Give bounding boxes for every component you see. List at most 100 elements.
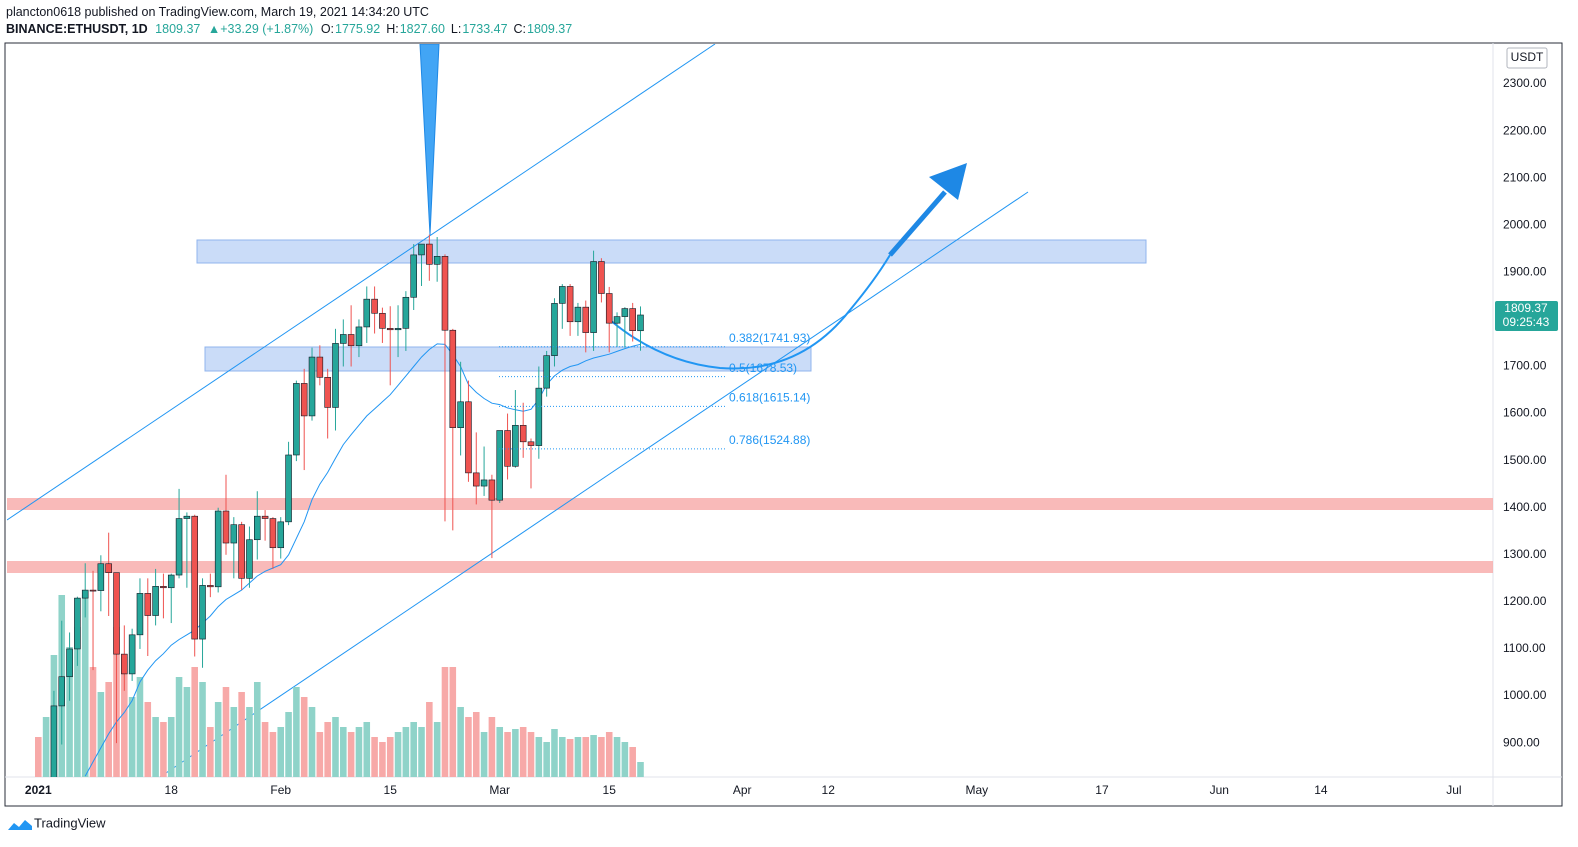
volume-bar — [386, 737, 394, 777]
candle-body — [613, 316, 621, 324]
candle-body — [441, 256, 449, 331]
red-zone — [7, 498, 1493, 510]
candle-body — [207, 585, 214, 588]
x-tick-label: 17 — [1095, 783, 1109, 797]
candle-body — [551, 303, 558, 356]
volume-bar — [332, 717, 339, 777]
spike-marker — [419, 44, 440, 236]
candle-body — [300, 383, 308, 417]
volume-bar — [574, 737, 582, 777]
volume-bar — [42, 717, 50, 777]
x-tick-label: 14 — [1314, 783, 1328, 797]
price-tag-countdown: 09:25:43 — [1503, 315, 1550, 329]
volume-bar — [207, 727, 214, 777]
candle-body — [465, 401, 472, 474]
fib-label: 0.382(1741.93) — [729, 331, 810, 345]
candle-body — [512, 425, 519, 467]
candle-body — [113, 572, 120, 655]
volume-bar — [418, 727, 425, 777]
x-tick-label: 15 — [603, 783, 617, 797]
candle-body — [543, 355, 550, 389]
resistance-zone — [196, 239, 1147, 264]
volume-bar — [613, 737, 621, 777]
candle-body — [285, 454, 292, 523]
candle-body — [277, 521, 285, 549]
x-tick-label: Mar — [489, 783, 510, 797]
volume-bar — [551, 729, 558, 777]
ohlc-value: 1733.47 — [462, 22, 508, 36]
candle-body — [637, 314, 644, 332]
moving-average — [84, 343, 641, 777]
volume-bar — [433, 722, 441, 777]
red-zone — [7, 561, 1493, 573]
volume-bar — [410, 722, 417, 777]
x-tick-label: 12 — [822, 783, 836, 797]
volume-bar — [449, 667, 457, 777]
volume-bar — [128, 697, 136, 777]
candle-body — [535, 387, 543, 446]
candle-body — [128, 634, 136, 675]
currency-box — [1506, 47, 1548, 69]
candle-body — [269, 518, 277, 549]
y-tick-label: 2300.00 — [1503, 76, 1547, 90]
candle-body — [152, 586, 159, 616]
candle-body — [58, 676, 66, 707]
volume-bar — [347, 732, 355, 777]
candle-body — [574, 306, 582, 323]
volume-bar — [144, 702, 152, 777]
x-tick-label: 2021 — [25, 783, 52, 797]
volume-bar — [167, 717, 175, 777]
candle-body — [332, 343, 339, 408]
volume-bar — [621, 742, 629, 777]
volume-bar — [308, 707, 316, 777]
channel-lower — [159, 191, 1029, 777]
candle-body — [402, 296, 410, 329]
candle-body — [496, 430, 503, 501]
volume-bar — [191, 667, 198, 777]
candle-body — [519, 425, 527, 443]
candle-body — [66, 648, 73, 678]
y-tick-label: 1600.00 — [1503, 406, 1547, 420]
y-tick-label: 1100.00 — [1503, 641, 1546, 655]
ohlc-value: 1809.37 — [527, 22, 573, 36]
y-tick-label: 1300.00 — [1503, 547, 1547, 561]
candle-body — [488, 479, 496, 501]
candle-body — [230, 524, 238, 544]
volume-bar — [253, 682, 261, 777]
volume-bar — [441, 667, 449, 777]
volume-bar — [472, 712, 480, 777]
volume-bar — [214, 702, 222, 777]
candle-body — [629, 308, 636, 332]
y-tick-label: 1400.00 — [1503, 500, 1547, 514]
volume-bar — [230, 707, 238, 777]
volume-bar — [480, 732, 488, 777]
price-tag-value: 1809.37 — [1504, 301, 1548, 315]
volume-bar — [402, 727, 410, 777]
volume-bar — [34, 737, 42, 777]
candle-body — [89, 589, 97, 592]
x-tick-label: Jul — [1446, 783, 1461, 797]
volume-bar — [496, 727, 504, 777]
candle-body — [449, 329, 457, 428]
candle-body — [97, 563, 105, 591]
last-price: 1809.37 — [155, 22, 201, 36]
candle-body — [433, 256, 441, 265]
volume-bar — [559, 737, 566, 777]
projection-arrow — [888, 190, 947, 257]
volume-bar — [457, 707, 464, 777]
candle-body — [582, 306, 590, 333]
brand: TradingView — [34, 815, 106, 830]
y-tick-label: 2100.00 — [1503, 170, 1547, 184]
symbol: BINANCE:ETHUSDT, 1D — [6, 22, 148, 36]
volume-bar — [136, 677, 144, 777]
volume-bar — [261, 722, 269, 777]
published-line: plancton0618 published on TradingView.co… — [6, 5, 433, 19]
volume-bar — [246, 707, 253, 777]
volume-bar — [199, 682, 206, 777]
volume-bar — [605, 732, 613, 777]
x-tick-label: Feb — [270, 783, 291, 797]
drawings — [7, 44, 1493, 777]
y-tick-label: 900.00 — [1503, 735, 1540, 749]
volume-bar — [566, 739, 574, 777]
